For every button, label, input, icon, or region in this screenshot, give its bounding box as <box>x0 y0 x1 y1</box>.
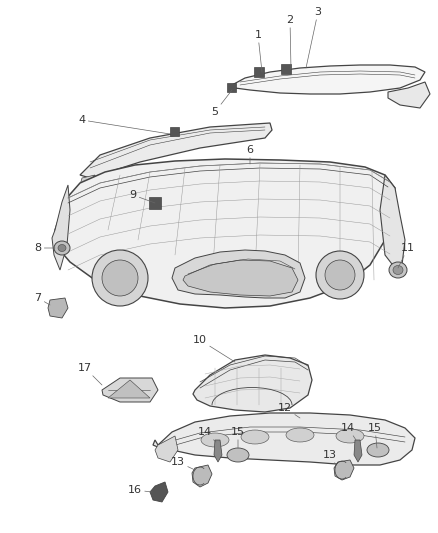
Polygon shape <box>214 440 222 462</box>
Text: 3: 3 <box>306 7 321 68</box>
Polygon shape <box>108 380 150 398</box>
Ellipse shape <box>54 241 70 255</box>
Polygon shape <box>380 175 405 268</box>
Circle shape <box>325 260 355 290</box>
Polygon shape <box>183 260 298 296</box>
Text: 16: 16 <box>128 485 152 495</box>
Bar <box>149 197 161 209</box>
Text: 5: 5 <box>212 90 232 117</box>
Text: 13: 13 <box>171 457 195 470</box>
Text: 15: 15 <box>368 423 382 448</box>
Ellipse shape <box>336 429 364 443</box>
Ellipse shape <box>241 430 269 444</box>
Text: 13: 13 <box>323 450 337 465</box>
Polygon shape <box>354 440 362 462</box>
Polygon shape <box>193 355 312 412</box>
Text: 11: 11 <box>398 243 415 268</box>
Polygon shape <box>150 482 168 502</box>
Bar <box>254 67 264 77</box>
Polygon shape <box>153 413 415 465</box>
Circle shape <box>92 250 148 306</box>
Text: 12: 12 <box>278 403 300 418</box>
Text: 10: 10 <box>193 335 235 362</box>
Text: 9: 9 <box>130 190 155 203</box>
Text: 15: 15 <box>231 427 245 448</box>
Polygon shape <box>48 298 68 318</box>
Text: 1: 1 <box>254 30 262 72</box>
Polygon shape <box>55 159 395 308</box>
Ellipse shape <box>286 428 314 442</box>
Text: 14: 14 <box>341 423 356 440</box>
Ellipse shape <box>201 433 229 447</box>
Polygon shape <box>232 65 425 94</box>
Polygon shape <box>102 378 158 402</box>
Polygon shape <box>172 250 305 298</box>
Text: 14: 14 <box>198 427 216 442</box>
Text: 2: 2 <box>286 15 293 69</box>
Bar <box>227 83 236 92</box>
Ellipse shape <box>393 265 403 274</box>
Bar <box>170 127 179 136</box>
Circle shape <box>102 260 138 296</box>
Polygon shape <box>388 82 430 108</box>
Text: 6: 6 <box>247 145 254 164</box>
Polygon shape <box>80 175 95 185</box>
Polygon shape <box>192 465 212 487</box>
Ellipse shape <box>227 448 249 462</box>
Polygon shape <box>80 123 272 178</box>
Bar <box>281 64 291 74</box>
Ellipse shape <box>367 443 389 457</box>
Polygon shape <box>52 185 70 270</box>
Text: 7: 7 <box>35 293 50 305</box>
Circle shape <box>316 251 364 299</box>
Ellipse shape <box>389 262 407 278</box>
Text: 17: 17 <box>78 363 102 385</box>
Polygon shape <box>155 436 178 462</box>
Polygon shape <box>334 460 354 480</box>
Text: 4: 4 <box>78 115 170 134</box>
Text: 8: 8 <box>35 243 55 253</box>
Ellipse shape <box>58 245 66 252</box>
